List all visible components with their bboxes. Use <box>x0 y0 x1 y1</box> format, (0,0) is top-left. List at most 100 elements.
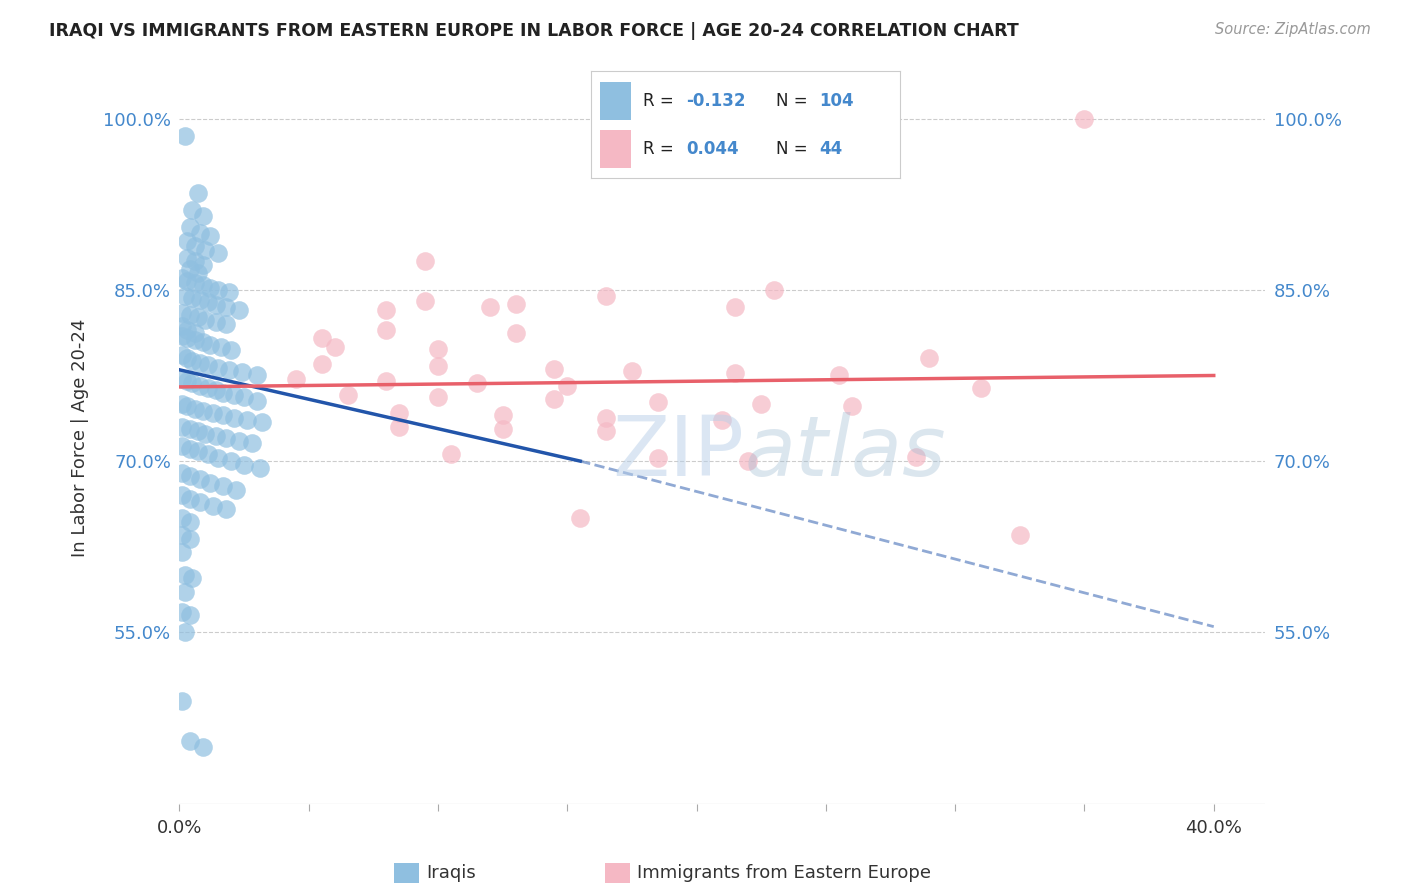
Point <box>184 401 207 416</box>
Point <box>170 545 193 559</box>
Point <box>555 378 578 392</box>
Point <box>200 337 222 351</box>
Point <box>970 381 993 395</box>
Point <box>179 308 201 322</box>
Point <box>209 340 232 354</box>
Point <box>170 328 193 343</box>
Point <box>170 488 193 502</box>
Point <box>440 447 463 461</box>
Point <box>170 319 193 334</box>
Point <box>188 378 211 392</box>
Point <box>375 303 398 318</box>
Text: -0.132: -0.132 <box>686 92 747 110</box>
Point <box>170 271 193 285</box>
Point <box>194 426 217 441</box>
Point <box>181 291 204 305</box>
Point <box>179 608 201 623</box>
Point <box>569 511 592 525</box>
Point <box>173 625 195 640</box>
Point <box>918 351 941 366</box>
Point <box>170 420 193 434</box>
Point <box>173 128 195 143</box>
Point <box>179 442 201 456</box>
Point <box>191 278 214 293</box>
Point <box>187 425 209 439</box>
Point <box>184 326 207 341</box>
Point <box>284 372 307 386</box>
Point <box>212 479 235 493</box>
Point <box>413 294 436 309</box>
Point <box>323 340 346 354</box>
Point <box>184 254 207 268</box>
Point <box>179 262 201 277</box>
Point <box>170 528 193 542</box>
Point <box>188 226 211 240</box>
Point <box>240 435 263 450</box>
Point <box>197 381 219 395</box>
Point <box>188 356 211 370</box>
Point <box>218 285 240 300</box>
Point <box>200 475 222 490</box>
Point <box>228 303 250 318</box>
Point <box>181 376 204 391</box>
Point <box>336 388 359 402</box>
Text: IRAQI VS IMMIGRANTS FROM EASTERN EUROPE IN LABOR FORCE | AGE 20-24 CORRELATION C: IRAQI VS IMMIGRANTS FROM EASTERN EUROPE … <box>49 22 1019 40</box>
Point <box>492 422 515 436</box>
Point <box>170 605 193 619</box>
Point <box>176 323 198 337</box>
Point <box>311 357 333 371</box>
Point <box>191 209 214 223</box>
Point <box>427 359 450 374</box>
Point <box>197 358 219 372</box>
Point <box>413 254 436 268</box>
Point <box>595 425 617 439</box>
Point <box>184 276 207 290</box>
Text: 44: 44 <box>820 140 842 158</box>
Point <box>176 374 198 388</box>
Point <box>191 739 214 754</box>
Point <box>187 310 209 325</box>
Point <box>543 361 565 376</box>
Point <box>1008 528 1031 542</box>
Point <box>246 393 269 408</box>
Point <box>176 400 198 414</box>
Point <box>233 390 256 404</box>
Point <box>235 413 257 427</box>
Point <box>179 491 201 506</box>
Point <box>375 374 398 388</box>
Point <box>187 186 209 200</box>
Point <box>427 343 450 357</box>
Text: N =: N = <box>776 92 813 110</box>
Bar <box>600 82 631 120</box>
Point <box>200 229 222 244</box>
Point <box>194 312 217 326</box>
Point <box>197 447 219 461</box>
Point <box>170 348 193 362</box>
Point <box>207 450 229 465</box>
Point <box>170 694 193 708</box>
Point <box>187 443 209 458</box>
Point <box>197 295 219 310</box>
Point <box>173 288 195 302</box>
Text: 0.044: 0.044 <box>686 140 740 158</box>
Point <box>905 450 928 464</box>
Point <box>1073 112 1095 126</box>
Point <box>194 243 217 257</box>
Text: Immigrants from Eastern Europe: Immigrants from Eastern Europe <box>637 864 931 882</box>
Text: N =: N = <box>776 140 813 158</box>
Point <box>647 394 669 409</box>
Point <box>311 331 333 345</box>
Point <box>202 499 225 513</box>
Point <box>181 570 204 584</box>
Point <box>218 363 240 377</box>
Point <box>191 335 214 350</box>
Point <box>207 283 229 297</box>
Point <box>191 404 214 418</box>
Point <box>250 415 273 429</box>
Point <box>170 397 193 411</box>
Point <box>179 515 201 529</box>
Point <box>179 422 201 436</box>
Point <box>375 323 398 337</box>
Point <box>249 461 271 475</box>
Point <box>231 365 253 379</box>
